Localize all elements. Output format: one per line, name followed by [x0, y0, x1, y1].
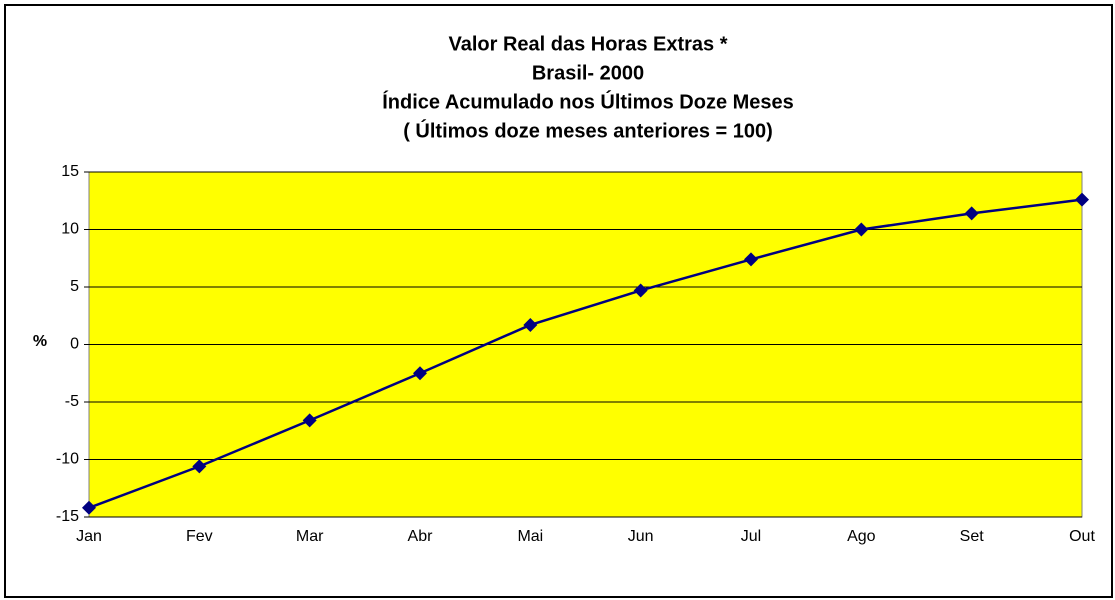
- chart-title: Valor Real das Horas Extras *: [448, 33, 727, 55]
- marker: [82, 500, 96, 515]
- marker: [964, 206, 979, 221]
- y-tick-label: 5: [70, 278, 79, 295]
- y-axis-label: %: [33, 333, 47, 350]
- marker: [854, 222, 869, 237]
- marker: [413, 366, 427, 381]
- marker: [302, 413, 317, 428]
- marker: [633, 283, 648, 298]
- x-tick-label: Jan: [76, 528, 102, 545]
- x-tick-label: Abr: [408, 528, 434, 545]
- y-tick-label: -10: [56, 451, 79, 468]
- x-tick-label: Jul: [741, 528, 761, 545]
- chart-title: Brasil- 2000: [532, 62, 644, 84]
- x-tick-label: Mai: [517, 528, 543, 545]
- x-tick-label: Fev: [186, 528, 213, 545]
- x-tick-label: Out: [1069, 528, 1095, 545]
- chart-title: Índice Acumulado nos Últimos Doze Meses: [382, 89, 794, 113]
- marker: [1075, 192, 1089, 207]
- marker: [744, 252, 758, 267]
- x-tick-label: Mar: [296, 528, 324, 545]
- x-tick-label: Set: [960, 528, 985, 545]
- line: [88, 198, 1083, 509]
- x-tick-label: Jun: [628, 528, 654, 545]
- y-tick-label: -5: [65, 393, 79, 410]
- chart-title: ( Últimos doze meses anteriores = 100): [403, 118, 773, 142]
- y-tick-label: -15: [56, 508, 79, 525]
- x-tick-label: Ago: [847, 528, 876, 545]
- y-tick-label: 0: [70, 336, 79, 353]
- y-tick-label: 15: [61, 163, 79, 180]
- marker: [192, 459, 207, 474]
- y-tick-label: 10: [61, 221, 79, 238]
- marker: [523, 317, 538, 332]
